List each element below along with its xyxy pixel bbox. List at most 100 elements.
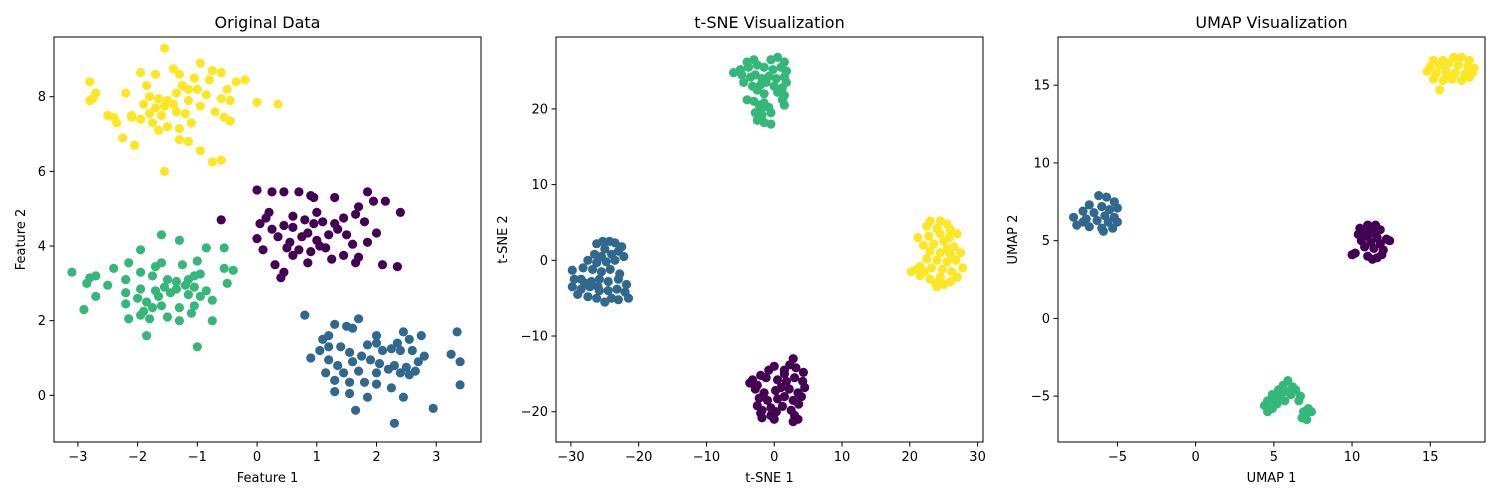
panel-original-data: Original Data −3 −2 −1 0 1 2 3 0 2 4 6 8 Feature 1…	[14, 13, 482, 486]
data-point-cluster-3	[932, 282, 942, 292]
data-point-cluster-2	[219, 243, 229, 253]
data-point-cluster-2	[147, 271, 158, 281]
data-point-cluster-2	[136, 310, 146, 320]
data-point-cluster-3	[928, 239, 939, 249]
data-point-cluster-2	[174, 303, 184, 313]
data-point-cluster-0	[1369, 228, 1379, 238]
y-tick-label: 8	[38, 90, 46, 105]
data-point-cluster-3	[1435, 85, 1445, 95]
data-point-cluster-0	[267, 187, 277, 197]
data-point-cluster-3	[159, 101, 170, 111]
data-point-cluster-0	[798, 367, 809, 377]
x-tick-label: 5	[1270, 450, 1278, 465]
data-point-cluster-1	[1094, 191, 1104, 201]
data-point-cluster-2	[156, 258, 167, 268]
data-point-cluster-0	[354, 252, 364, 262]
data-point-cluster-0	[794, 399, 804, 409]
data-point-cluster-1	[596, 267, 607, 277]
data-point-cluster-3	[935, 229, 945, 239]
data-point-cluster-3	[945, 225, 956, 235]
data-point-cluster-3	[926, 263, 937, 273]
data-point-cluster-1	[610, 238, 620, 248]
data-point-cluster-1	[1108, 223, 1118, 233]
data-point-cluster-0	[756, 408, 766, 418]
y-axis-label: Feature 2	[14, 209, 29, 271]
data-point-cluster-3	[183, 136, 193, 147]
data-point-cluster-1	[1098, 226, 1108, 236]
data-point-cluster-3	[159, 166, 170, 176]
data-point-cluster-1	[395, 368, 405, 378]
data-point-cluster-3	[918, 240, 929, 250]
data-point-cluster-1	[383, 364, 393, 374]
data-point-cluster-0	[258, 245, 268, 255]
data-point-cluster-2	[156, 230, 167, 240]
axes-frame	[1057, 36, 1486, 443]
data-point-cluster-3	[952, 272, 962, 282]
y-tick-label: 2	[38, 314, 46, 329]
data-point-cluster-3	[171, 88, 181, 98]
data-point-cluster-0	[791, 363, 801, 373]
data-point-cluster-1	[416, 331, 426, 341]
data-point-cluster-2	[766, 108, 776, 118]
data-point-cluster-1	[613, 274, 624, 284]
data-point-cluster-1	[428, 403, 438, 413]
y-tick-label: 4	[38, 240, 46, 255]
data-point-cluster-3	[139, 99, 149, 109]
data-point-cluster-2	[759, 62, 769, 72]
data-point-cluster-0	[776, 382, 786, 393]
data-point-cluster-3	[153, 94, 164, 104]
data-point-cluster-1	[573, 289, 583, 299]
data-point-cluster-0	[339, 250, 349, 260]
data-point-cluster-0	[288, 222, 298, 232]
y-tick-label: −10	[521, 330, 548, 345]
data-point-cluster-1	[321, 368, 331, 378]
x-tick-label: 2	[372, 450, 380, 465]
data-point-cluster-3	[147, 118, 158, 128]
data-point-cluster-3	[951, 255, 961, 265]
data-point-cluster-1	[386, 344, 396, 354]
data-point-cluster-1	[389, 418, 399, 428]
data-point-cluster-1	[365, 355, 376, 365]
data-point-cluster-1	[315, 345, 325, 356]
data-point-cluster-2	[737, 70, 747, 80]
data-point-cluster-1	[336, 342, 346, 352]
data-point-cluster-3	[225, 95, 235, 106]
data-point-cluster-0	[255, 219, 265, 229]
y-tick-label: 0	[38, 389, 46, 404]
y-tick-label: 10	[1033, 156, 1050, 171]
data-point-cluster-3	[216, 67, 226, 78]
data-point-cluster-0	[324, 230, 334, 240]
data-point-cluster-2	[1286, 390, 1296, 400]
data-point-cluster-3	[195, 146, 205, 156]
data-point-cluster-0	[769, 414, 779, 424]
data-point-cluster-3	[1435, 60, 1445, 70]
data-point-cluster-0	[1367, 254, 1377, 264]
data-point-cluster-3	[937, 264, 947, 274]
data-point-cluster-0	[359, 217, 370, 227]
data-point-cluster-0	[1347, 250, 1357, 260]
data-point-cluster-2	[207, 295, 217, 305]
data-point-cluster-1	[371, 338, 382, 348]
data-point-cluster-0	[273, 232, 283, 242]
data-point-cluster-1	[567, 265, 577, 275]
data-point-cluster-2	[1280, 396, 1290, 406]
data-point-cluster-3	[216, 155, 226, 165]
data-point-cluster-3	[1456, 75, 1467, 86]
data-point-cluster-2	[729, 68, 739, 78]
data-point-cluster-1	[594, 274, 605, 284]
data-point-cluster-3	[952, 229, 962, 239]
data-point-cluster-3	[920, 267, 930, 277]
data-point-cluster-3	[956, 248, 966, 258]
data-point-cluster-1	[354, 314, 364, 324]
data-point-cluster-3	[168, 99, 178, 109]
data-point-cluster-3	[222, 84, 232, 94]
data-point-cluster-2	[771, 74, 781, 84]
data-point-cluster-2	[739, 77, 749, 87]
data-point-cluster-2	[124, 258, 134, 268]
data-point-cluster-3	[180, 108, 190, 119]
data-point-cluster-0	[312, 207, 322, 217]
data-point-cluster-1	[610, 255, 620, 265]
data-point-cluster-3	[156, 110, 167, 120]
data-point-cluster-1	[579, 278, 590, 288]
x-tick-label: −20	[625, 450, 652, 465]
